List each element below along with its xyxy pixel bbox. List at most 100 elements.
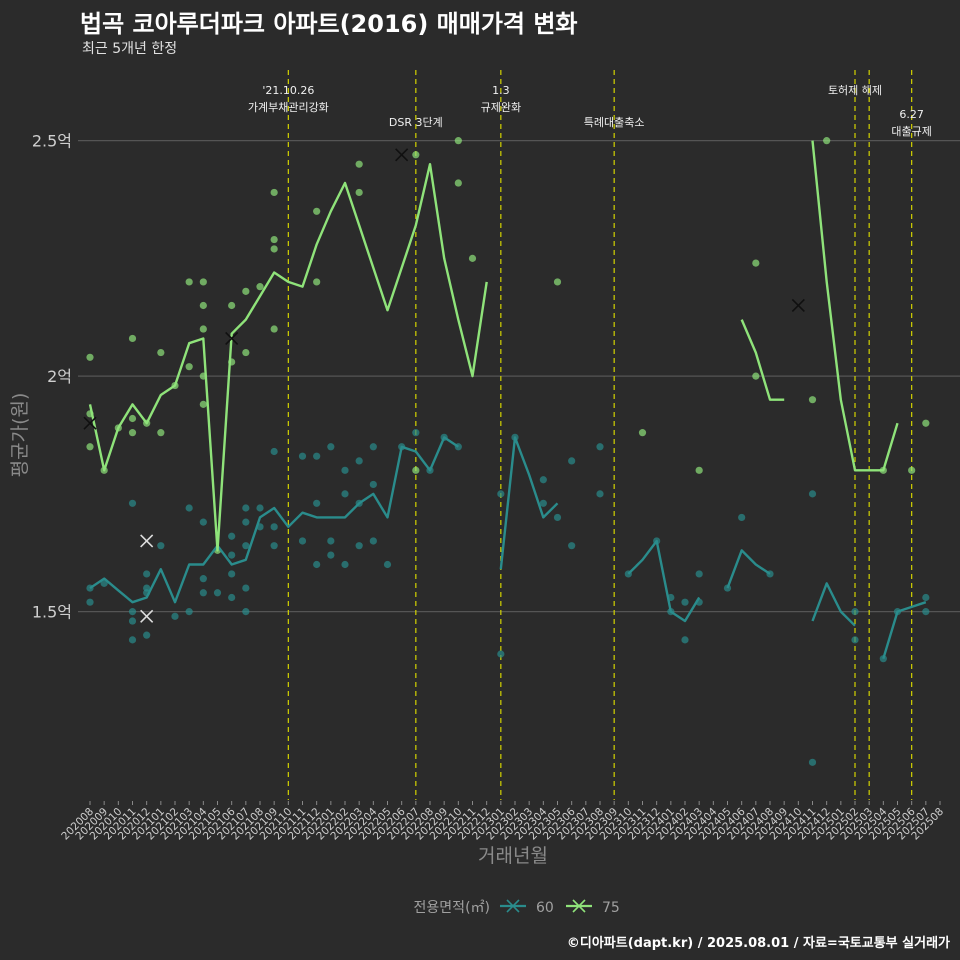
transaction-point [596,443,604,451]
series-line-60 [627,539,701,623]
transaction-point [341,560,349,569]
transaction-point [695,466,703,474]
transaction-point [298,452,307,460]
cross-marker [83,416,97,430]
transaction-point [851,608,859,616]
transaction-point [185,608,193,616]
transaction-point [199,589,207,597]
cross-stroke [791,298,805,313]
transaction-point [270,235,278,244]
transaction-point [808,490,817,498]
series-line-60 [499,436,559,570]
transaction-point [157,348,165,357]
transaction-point [553,513,562,522]
cross-marker [140,609,154,623]
transaction-point [568,542,576,550]
transaction-point [922,419,930,427]
transaction-point [128,617,137,625]
transaction-point [454,137,462,145]
transaction-point [242,504,250,512]
series-line-60 [811,582,856,627]
y-tick-label: 1.5억 [32,603,72,622]
transaction-point [199,575,207,583]
event-label: 1.3 [492,84,510,97]
transaction-point [228,532,236,540]
transaction-point [681,636,689,644]
series-lines [88,140,927,660]
transaction-point [185,363,193,371]
event-label: 규제완화 [481,101,521,114]
transaction-point [313,278,321,286]
cross-marker [395,148,409,162]
series-line-75 [88,162,488,552]
transaction-point [383,560,392,569]
transaction-point [922,608,930,616]
transaction-point [808,396,817,404]
cross-marker [225,331,239,346]
transaction-point [86,353,94,361]
legend-swatch-cross [506,899,520,913]
transaction-point [171,612,179,620]
transaction-point [270,188,278,197]
cross-marker [791,298,805,313]
legend-item-60: 60 [500,899,554,916]
transaction-point [412,466,420,474]
y-tick-label: 2.5억 [32,132,72,151]
transaction-point [270,245,278,253]
series-line-60 [882,601,927,660]
transaction-point [86,598,94,606]
transaction-point [128,334,137,343]
event-label: DSR 3단계 [389,116,443,129]
transaction-point [228,551,236,559]
transaction-point [270,325,278,333]
transaction-point [143,570,151,578]
transaction-point [270,542,278,550]
transaction-point [738,513,746,522]
legend: 전용면적(㎡) 60 75 [414,899,620,916]
transaction-point [497,490,505,498]
transaction-point [270,447,278,456]
cross-marker [140,534,154,548]
transaction-point [539,499,547,507]
axes: 1.5억2억2.5억202008202009202010202011202012… [9,132,946,867]
cross-stroke [140,609,154,623]
transaction-point [157,542,165,550]
transaction-point [313,560,321,569]
transaction-point [908,466,916,474]
event-label: '21.10.26 [262,84,314,97]
transaction-point [128,499,137,507]
transaction-point [454,179,462,187]
transaction-point [412,429,420,437]
transaction-point [128,414,137,423]
cross-stroke [395,148,409,162]
transaction-point [157,429,165,437]
transaction-point [596,490,604,498]
transaction-point [468,254,477,262]
legend-swatch-cross [572,899,586,913]
transaction-point [497,650,505,658]
transaction-point [313,452,321,460]
y-tick-label: 2억 [47,367,72,386]
transaction-point [355,457,363,465]
transaction-point [298,537,307,545]
transaction-point [199,301,207,310]
transaction-point [369,480,377,489]
transaction-point [355,542,363,550]
transaction-point [128,429,137,437]
event-label: 토허제 해제 [828,83,882,97]
transaction-point [327,537,335,545]
cross-stroke [83,416,97,430]
chart-subtitle: 최근 5개년 한정 [82,41,178,57]
transaction-point [922,593,930,602]
transaction-point [242,348,250,357]
transaction-point [143,631,151,639]
scatter-points [86,137,930,766]
transaction-point [242,518,250,526]
series-line-60 [726,549,771,589]
y-axis-title: 평균가(원) [9,393,31,478]
transaction-point [553,278,562,286]
transaction-point [185,504,193,512]
transaction-point [256,504,264,512]
transaction-point [355,188,363,197]
